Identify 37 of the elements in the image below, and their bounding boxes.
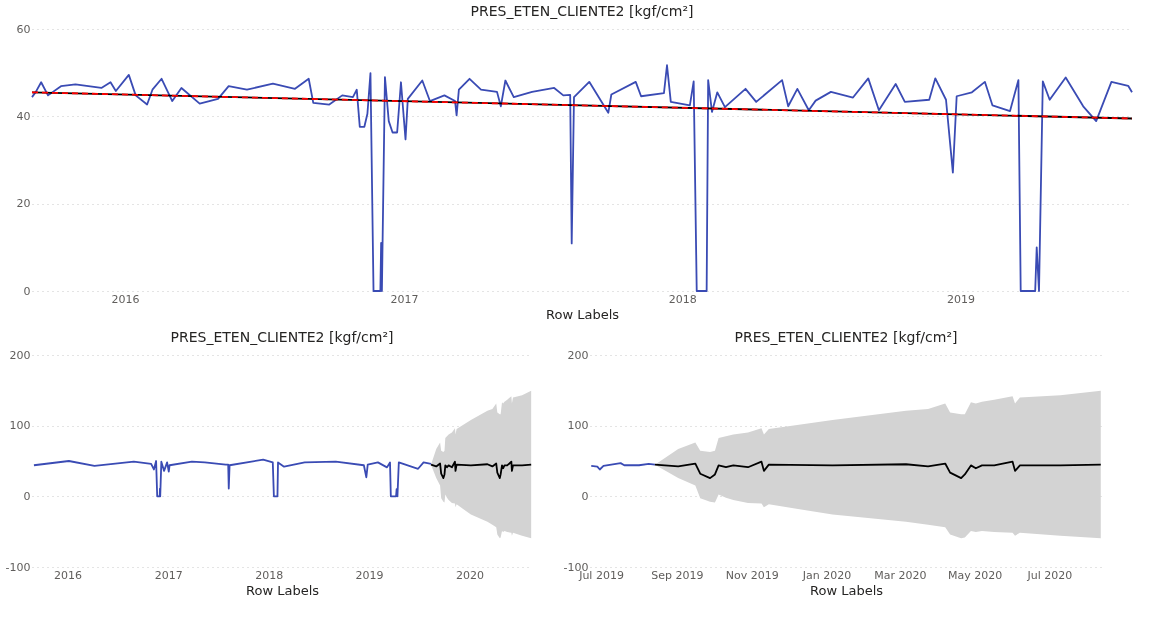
y-tick-label: 100	[9, 419, 31, 433]
x-tick-label: 2019	[355, 568, 384, 582]
x-axis-title: Row Labels	[809, 582, 884, 598]
line-series	[590, 462, 656, 471]
y-tick-label: 60	[16, 22, 31, 36]
x-tick-label: May 2020	[948, 568, 1003, 582]
y-tick-label: 200	[9, 348, 31, 362]
x-tick-label: 2017	[154, 568, 183, 582]
x-tick-label: Sep 2019	[651, 568, 704, 582]
x-axis-title: Row Labels	[545, 306, 620, 322]
y-tick-label: -100	[5, 560, 31, 574]
y-tick-label: 0	[581, 489, 589, 503]
x-tick-label: 2020	[456, 568, 485, 582]
x-tick-label: Jan 2020	[801, 568, 852, 582]
y-tick-label: 200	[567, 348, 589, 362]
x-tick-label: Mar 2020	[874, 568, 927, 582]
x-tick-label: 2018	[255, 568, 284, 582]
x-tick-label: 2016	[54, 568, 82, 582]
line-series	[654, 460, 1102, 479]
x-tick-label: Nov 2019	[725, 568, 779, 582]
y-tick-label: 0	[23, 284, 31, 298]
y-tick-label: 20	[16, 197, 31, 211]
line-series	[430, 460, 533, 479]
x-tick-label: 2018	[668, 292, 697, 306]
chart-title: PRES_ETEN_CLIENTE2 [kgf/cm²]	[734, 329, 958, 345]
x-tick-label: 2017	[390, 292, 419, 306]
chart-title: PRES_ETEN_CLIENTE2 [kgf/cm²]	[470, 3, 694, 19]
y-tick-label: 100	[567, 419, 589, 433]
line-series	[33, 458, 432, 498]
x-tick-label: 2019	[946, 292, 975, 306]
y-tick-label: 0	[23, 489, 31, 503]
x-tick-label: Jul 2020	[1026, 568, 1073, 582]
x-tick-label: 2016	[111, 292, 140, 306]
x-axis-title: Row Labels	[245, 582, 320, 598]
y-tick-label: 40	[16, 109, 31, 123]
chart-title: PRES_ETEN_CLIENTE2 [kgf/cm²]	[170, 329, 394, 345]
line-series	[31, 64, 1133, 292]
